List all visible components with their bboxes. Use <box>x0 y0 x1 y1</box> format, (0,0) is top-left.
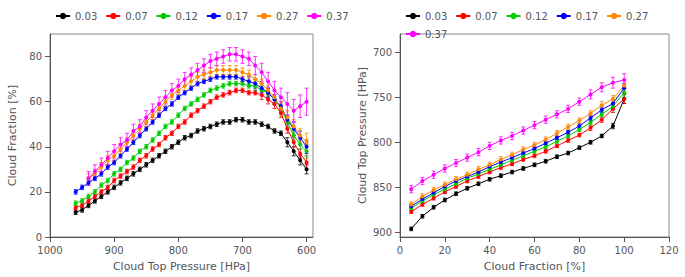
svg-text:900: 900 <box>105 245 124 256</box>
svg-text:80: 80 <box>573 245 586 256</box>
svg-text:0: 0 <box>397 245 403 256</box>
svg-text:0.12: 0.12 <box>176 11 198 22</box>
svg-text:0.27: 0.27 <box>626 11 648 22</box>
svg-text:20: 20 <box>29 186 42 197</box>
svg-text:0.17: 0.17 <box>226 11 248 22</box>
svg-text:750: 750 <box>373 92 392 103</box>
svg-text:0.03: 0.03 <box>425 11 447 22</box>
svg-text:0.03: 0.03 <box>75 11 97 22</box>
svg-text:40: 40 <box>483 245 496 256</box>
svg-text:60: 60 <box>528 245 541 256</box>
svg-text:80: 80 <box>29 51 42 62</box>
svg-text:800: 800 <box>373 137 392 148</box>
svg-text:Cloud Fraction [%]: Cloud Fraction [%] <box>484 260 585 273</box>
svg-text:0.07: 0.07 <box>125 11 147 22</box>
svg-text:120: 120 <box>659 245 678 256</box>
svg-text:1000: 1000 <box>37 245 62 256</box>
svg-text:60: 60 <box>29 96 42 107</box>
svg-text:850: 850 <box>373 182 392 193</box>
svg-text:Cloud Fraction [%]: Cloud Fraction [%] <box>6 85 19 186</box>
svg-text:700: 700 <box>373 47 392 58</box>
svg-text:0.37: 0.37 <box>326 11 348 22</box>
svg-text:0.27: 0.27 <box>276 11 298 22</box>
svg-text:20: 20 <box>438 245 451 256</box>
svg-text:700: 700 <box>233 245 252 256</box>
svg-text:0.07: 0.07 <box>475 11 497 22</box>
svg-text:900: 900 <box>373 227 392 238</box>
svg-text:40: 40 <box>29 141 42 152</box>
svg-text:0.17: 0.17 <box>576 11 598 22</box>
svg-text:Cloud Top Pressure [HPa]: Cloud Top Pressure [HPa] <box>113 260 250 273</box>
svg-text:800: 800 <box>169 245 188 256</box>
svg-text:0.37: 0.37 <box>425 29 447 40</box>
svg-text:600: 600 <box>297 245 316 256</box>
svg-text:0: 0 <box>36 232 42 243</box>
svg-text:100: 100 <box>615 245 634 256</box>
svg-text:0.12: 0.12 <box>526 11 548 22</box>
svg-text:Cloud Top Pressure [HPa]: Cloud Top Pressure [HPa] <box>356 67 369 204</box>
